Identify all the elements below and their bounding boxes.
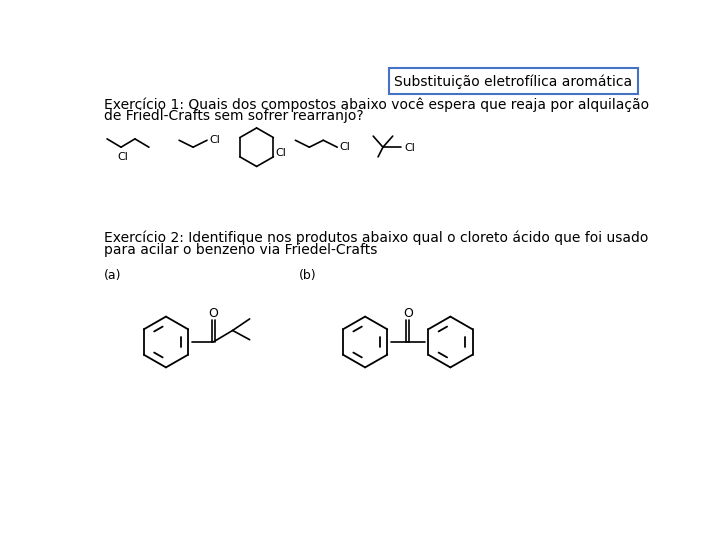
Text: Cl: Cl: [404, 143, 415, 153]
Text: O: O: [208, 307, 218, 320]
Text: (b): (b): [300, 269, 317, 282]
Text: Cl: Cl: [210, 135, 220, 145]
Text: Cl: Cl: [340, 142, 351, 152]
Text: Substituição eletrofílica aromática: Substituição eletrofílica aromática: [395, 74, 632, 89]
Text: Exercício 1: Quais dos compostos abaixo você espera que reaja por alquilação: Exercício 1: Quais dos compostos abaixo …: [104, 97, 649, 112]
Text: Cl: Cl: [117, 152, 128, 162]
Text: Exercício 2: Identifique nos produtos abaixo qual o cloreto ácido que foi usado: Exercício 2: Identifique nos produtos ab…: [104, 231, 648, 245]
Text: de Friedl-Crafts sem sofrer rearranjo?: de Friedl-Crafts sem sofrer rearranjo?: [104, 110, 364, 124]
Text: Cl: Cl: [276, 148, 287, 158]
Text: O: O: [402, 307, 413, 320]
Text: para acilar o benzeno via Friedel-Crafts: para acilar o benzeno via Friedel-Crafts: [104, 242, 377, 256]
Text: (a): (a): [104, 269, 122, 282]
